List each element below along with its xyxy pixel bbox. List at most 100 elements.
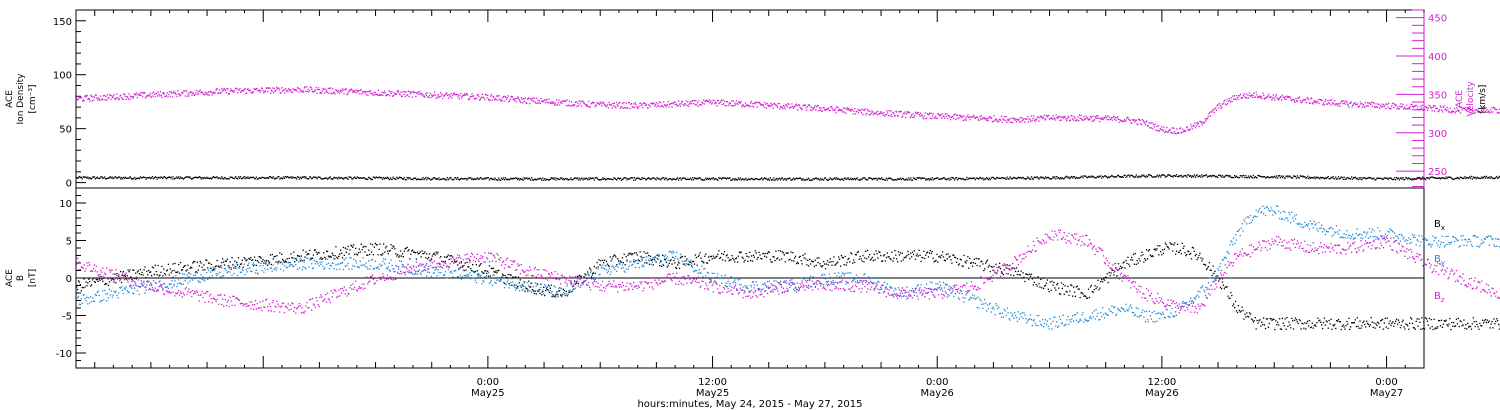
velocity-point <box>165 94 168 97</box>
velocity-point <box>726 101 728 103</box>
velocity-point <box>1212 109 1214 111</box>
bx-point <box>844 255 846 258</box>
velocity-point <box>150 95 152 98</box>
density-point <box>293 177 295 179</box>
velocity-point <box>565 105 568 107</box>
density-point <box>172 176 174 178</box>
bx-point <box>1116 275 1118 277</box>
velocity-point <box>581 100 583 102</box>
velocity-point <box>1155 129 1157 131</box>
velocity-point <box>1054 119 1057 121</box>
velocity-point <box>1046 116 1048 118</box>
bx-point <box>201 266 203 268</box>
velocity-point <box>692 100 694 102</box>
density-point <box>1146 175 1148 177</box>
velocity-point <box>927 114 929 116</box>
density-point <box>1119 176 1122 178</box>
density-point <box>802 178 804 180</box>
velocity-point <box>915 112 917 115</box>
velocity-point <box>231 90 233 92</box>
bx-point <box>730 258 732 261</box>
density-point <box>189 176 191 178</box>
density-point <box>1287 176 1289 178</box>
density-point <box>1203 174 1205 177</box>
bx-point <box>1117 263 1120 265</box>
density-point <box>1195 175 1197 177</box>
velocity-point <box>126 96 129 98</box>
velocity-point <box>235 87 237 90</box>
bx-point <box>1151 255 1153 257</box>
density-point <box>419 178 421 180</box>
velocity-point <box>589 106 591 108</box>
velocity-point <box>1300 101 1302 104</box>
bx-point <box>667 264 669 267</box>
density-point <box>958 177 961 179</box>
bx-point <box>1054 287 1056 289</box>
density-point <box>940 178 942 180</box>
density-point <box>1351 176 1353 178</box>
velocity-point <box>923 118 925 120</box>
bx-point <box>467 266 469 268</box>
bx-point <box>733 259 735 261</box>
density-point <box>1064 176 1066 178</box>
velocity-point <box>156 95 159 97</box>
density-point <box>255 176 257 178</box>
velocity-point <box>408 96 410 98</box>
bx-point <box>550 284 552 286</box>
density-point <box>681 177 683 180</box>
bx-point <box>549 287 551 289</box>
density-point <box>1220 176 1223 178</box>
bx-point <box>904 256 906 259</box>
velocity-point <box>805 107 807 109</box>
density-point <box>388 178 390 181</box>
density-point <box>1201 174 1203 176</box>
velocity-point <box>718 102 720 105</box>
velocity-point <box>709 102 711 104</box>
velocity-point <box>972 116 974 118</box>
density-point <box>706 178 708 181</box>
velocity-point <box>587 105 589 108</box>
bx-point <box>646 262 648 264</box>
velocity-point <box>1383 106 1385 108</box>
density-point <box>637 177 639 179</box>
velocity-point <box>883 112 885 114</box>
density-point <box>1213 174 1215 177</box>
velocity-point <box>1173 127 1175 129</box>
velocity-point <box>1129 120 1131 122</box>
density-point <box>676 178 678 180</box>
velocity-point <box>952 118 955 120</box>
density-point <box>875 177 877 180</box>
density-point <box>1008 178 1010 180</box>
bx-point <box>676 267 678 270</box>
velocity-point <box>583 102 585 104</box>
velocity-point <box>750 102 752 104</box>
velocity-point <box>1275 95 1277 97</box>
density-point <box>120 178 122 180</box>
density-point <box>556 177 558 179</box>
velocity-point <box>85 96 87 98</box>
bx-point <box>155 270 157 273</box>
velocity-point <box>1310 97 1313 99</box>
density-point <box>160 176 162 178</box>
velocity-point <box>670 102 672 104</box>
density-point <box>1402 177 1404 179</box>
density-point <box>872 177 874 180</box>
velocity-point <box>944 117 946 119</box>
density-point <box>718 177 720 179</box>
velocity-point <box>799 106 801 108</box>
velocity-point <box>377 89 380 91</box>
velocity-point <box>639 102 642 104</box>
density-point <box>297 176 300 178</box>
density-point <box>1467 177 1469 179</box>
bx-point <box>174 262 176 265</box>
density-point <box>932 179 934 181</box>
velocity-point <box>875 112 877 114</box>
velocity-point <box>967 116 970 119</box>
density-point <box>501 178 504 181</box>
bx-point <box>734 261 736 263</box>
velocity-point <box>555 104 557 106</box>
bx-point <box>365 246 367 248</box>
velocity-point <box>1012 122 1014 124</box>
density-point <box>1036 176 1038 178</box>
bx-point <box>610 260 612 262</box>
